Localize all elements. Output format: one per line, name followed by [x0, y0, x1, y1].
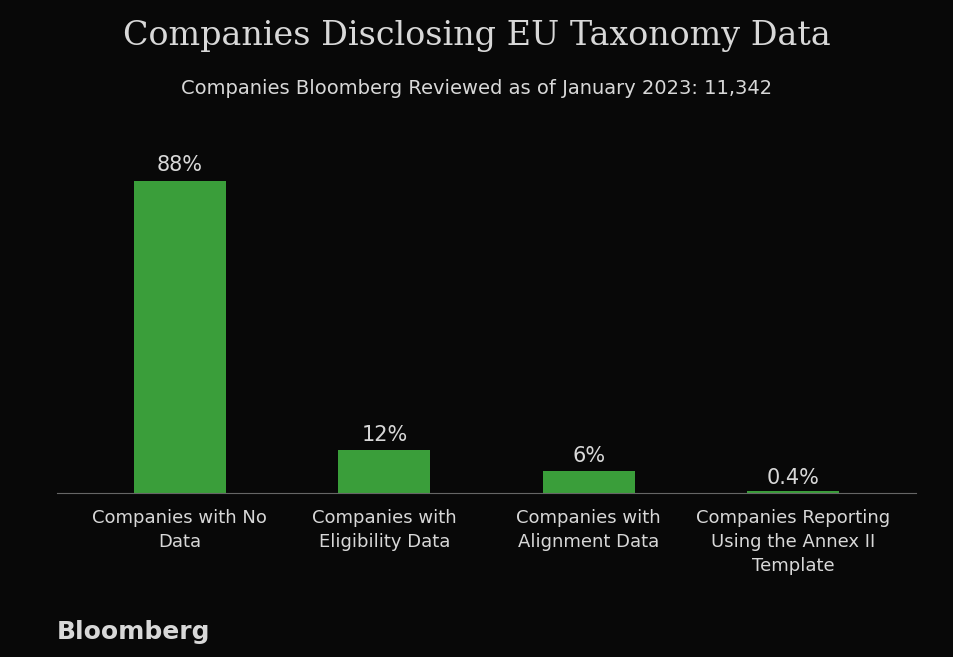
- Text: 6%: 6%: [572, 446, 605, 466]
- Text: 0.4%: 0.4%: [766, 468, 819, 489]
- Text: 88%: 88%: [156, 155, 203, 175]
- Bar: [133, 181, 226, 493]
- Bar: [338, 450, 430, 493]
- Text: Companies Bloomberg Reviewed as of January 2023: 11,342: Companies Bloomberg Reviewed as of Janua…: [181, 79, 772, 98]
- Text: 12%: 12%: [361, 425, 407, 445]
- Bar: [746, 491, 839, 493]
- Bar: [542, 472, 634, 493]
- Text: Bloomberg: Bloomberg: [57, 620, 211, 644]
- Text: Companies Disclosing EU Taxonomy Data: Companies Disclosing EU Taxonomy Data: [123, 20, 830, 52]
